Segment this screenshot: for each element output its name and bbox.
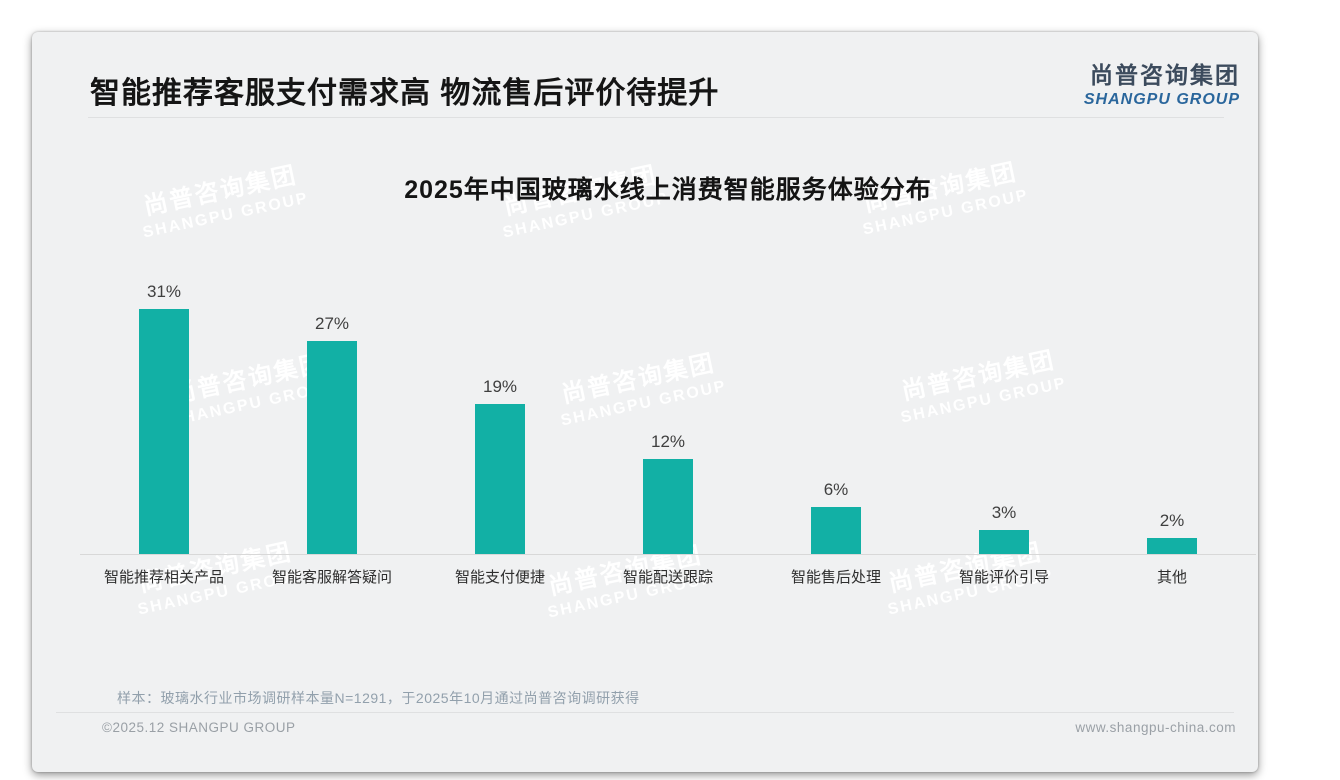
bar-value-label: 6%	[823, 479, 849, 499]
bar-value-label: 12%	[650, 432, 686, 452]
bar-chart-plot: 31% 27% 19% 12% 6% 3% 2%	[80, 282, 1256, 555]
category-label: 其他	[1156, 569, 1187, 586]
bar	[139, 309, 189, 554]
bar	[811, 506, 861, 554]
category-label: 智能支付便捷	[454, 569, 545, 586]
footer-divider	[56, 712, 1234, 713]
footer: ©2025.12 SHANGPU GROUP www.shangpu-china…	[102, 720, 1236, 735]
bar-column: 12%	[584, 432, 752, 554]
category-label: 智能评价引导	[958, 569, 1049, 586]
category-label: 智能售后处理	[790, 569, 881, 586]
bar-value-label: 27%	[314, 313, 350, 333]
bar	[475, 403, 525, 554]
bar-value-label: 3%	[991, 503, 1017, 523]
bar-value-label: 2%	[1159, 511, 1185, 531]
bar	[643, 459, 693, 554]
header-divider	[88, 117, 1224, 118]
bar-column: 6%	[752, 480, 920, 554]
category-axis: 智能推荐相关产品 智能客服解答疑问 智能支付便捷 智能配送跟踪 智能售后处理 智能评价引导…	[80, 566, 1256, 587]
bar-column: 31%	[80, 282, 248, 554]
bar	[1147, 538, 1197, 554]
brand-logo-en: SHANGPU GROUP	[1083, 91, 1240, 108]
chart-title: 2025年中国玻璃水线上消费智能服务体验分布	[404, 176, 932, 204]
slide-card: 尚普咨询集团 SHANGPU GROUP 尚普咨询集团 SHANGPU GROUP 尚普…	[32, 32, 1258, 772]
category-label: 智能客服解答疑问	[271, 569, 392, 586]
bar-column: 19%	[416, 377, 584, 554]
copyright: ©2025.12 SHANGPU GROUP	[102, 720, 296, 735]
brand-logo-cn: 尚普咨询集团	[1090, 62, 1240, 88]
bar-column: 2%	[1088, 511, 1256, 554]
page-title: 智能推荐客服支付需求高 物流售后评价待提升	[90, 77, 720, 110]
bar-column: 3%	[920, 503, 1088, 554]
category-label: 智能推荐相关产品	[103, 569, 224, 586]
brand-logo: 尚普咨询集团 SHANGPU GROUP	[1084, 56, 1240, 109]
bar	[307, 340, 357, 554]
bar-column: 27%	[248, 314, 416, 554]
bar-value-label: 19%	[482, 376, 518, 396]
bar	[979, 530, 1029, 554]
category-label: 智能配送跟踪	[622, 569, 713, 586]
footnote: 样本：玻璃水行业市场调研样本量N=1291，于2025年10月通过尚普咨询调研获…	[117, 690, 640, 706]
bar-value-label: 31%	[146, 282, 182, 302]
website-url: www.shangpu-china.com	[1075, 720, 1236, 735]
